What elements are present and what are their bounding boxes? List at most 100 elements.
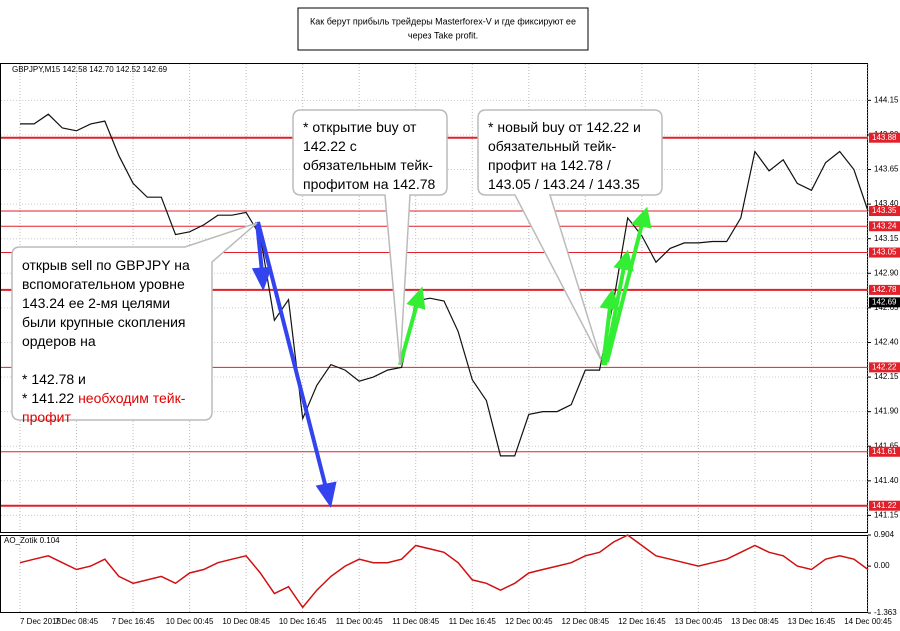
title-line: Как берут прибыль трейдеры Masterforex-V…: [310, 16, 576, 26]
x-tick-label: 10 Dec 08:45: [222, 617, 270, 626]
y-tick-label: 0.904: [874, 530, 895, 539]
callout-box: [477, 109, 663, 361]
annotation-line: * 141.22 необходим тейк-: [22, 390, 186, 406]
level-label: 143.88: [872, 133, 897, 142]
annotation-text: * открытие buy от: [303, 119, 417, 135]
indicator-title: AO_Zotik 0.104: [4, 536, 60, 545]
indicator-panel: [0, 535, 868, 613]
arrowhead: [613, 249, 634, 272]
annotation-line: профит: [22, 409, 71, 425]
annotation-text: обязательный тейк-: [488, 138, 617, 154]
level-label: 143.05: [872, 248, 897, 257]
annotation-line: 142.22 с: [303, 138, 357, 154]
y-tick-label: 143.40: [874, 199, 899, 208]
level-label-bg: [869, 362, 900, 373]
level-label-bg: [869, 247, 900, 258]
annotation-text: 143.24 ее 2-мя целями: [22, 295, 170, 311]
annotation-text: открыв sell по GBPJPY на: [22, 257, 190, 273]
arrowhead: [315, 481, 337, 508]
level-label: 142.78: [872, 285, 897, 294]
data-line: [20, 113, 869, 457]
level-label: 143.24: [872, 221, 897, 230]
y-tick-label: 141.15: [874, 511, 899, 520]
x-tick-label: 10 Dec 00:45: [166, 617, 214, 626]
annotation-line: вспомогательном уровне: [22, 276, 185, 292]
symbol-info: GBPJPY,M15 142.58 142.70 142.52 142.69: [12, 65, 168, 74]
annotation-text: * новый buy от 142.22 и: [488, 119, 641, 135]
level-label-bg: [869, 500, 900, 511]
annotation-text: профитом на 142.78: [303, 176, 435, 192]
data-line: [19, 534, 869, 609]
level-label: 141.61: [872, 447, 897, 456]
arrowhead: [631, 206, 652, 229]
annotation-line: * 142.78 и: [22, 371, 86, 387]
x-tick-label: 11 Dec 08:45: [392, 617, 440, 626]
level-label-bg: [869, 446, 900, 457]
arrow: [398, 303, 419, 366]
level-label-bg: [869, 132, 900, 143]
callout-box: [11, 222, 258, 421]
annotation-text: 142.22 с: [303, 138, 357, 154]
level-label-bg: [869, 206, 900, 217]
y-tick-label: 142.65: [874, 303, 899, 312]
annotation-line: ордеров на: [22, 333, 96, 349]
level-label: 143.35: [872, 206, 897, 215]
annotation-line: 143.05 / 143.24 / 143.35: [488, 176, 640, 192]
y-tick-label: 143.15: [874, 234, 899, 243]
y-tick-label: 143.65: [874, 165, 899, 174]
y-tick-label: 142.90: [874, 268, 899, 277]
annotation-line: обязательный тейк-: [488, 138, 617, 154]
y-tick-label: -1.363: [874, 608, 897, 617]
level-label-bg: [869, 284, 900, 295]
x-tick-label: 13 Dec 08:45: [731, 617, 779, 626]
annotation-text: 143.05 / 143.24 / 143.35: [488, 176, 640, 192]
last-price-bg: [869, 297, 900, 308]
y-tick-label: 141.90: [874, 407, 899, 416]
annotation-line: профит на 142.78 /: [488, 157, 611, 173]
y-tick-label: 144.15: [874, 95, 899, 104]
arrowhead: [406, 286, 426, 310]
x-tick-label: 11 Dec 00:45: [336, 617, 384, 626]
arrow: [601, 306, 612, 366]
y-tick-label: 141.40: [874, 476, 899, 485]
annotation-line: были крупные скопления: [22, 314, 186, 330]
y-tick-label: 141.65: [874, 441, 899, 450]
arrow: [605, 223, 644, 363]
y-tick-label: 0.00: [874, 561, 890, 570]
x-tick-label: 14 Dec 00:45: [844, 617, 892, 626]
annotation-text: обязательным тейк-: [303, 157, 433, 173]
callouts: [11, 109, 663, 421]
level-label: 142.22: [872, 362, 897, 371]
x-tick-label: 12 Dec 08:45: [562, 617, 610, 626]
level-label-bg: [869, 221, 900, 232]
annotation-line: * новый buy от 142.22 и: [488, 119, 641, 135]
callout-box: [292, 109, 448, 366]
arrow: [603, 266, 626, 366]
annotation-text: профит на 142.78 /: [488, 157, 611, 173]
x-tick-label: 7 Dec 2018: [20, 617, 61, 626]
last-price: 142.69: [872, 297, 897, 306]
annotation-text: профит: [22, 409, 71, 425]
y-tick-label: 142.40: [874, 338, 899, 347]
annotation-text: ордеров на: [22, 333, 96, 349]
annotation-line: 143.24 ее 2-мя целями: [22, 295, 170, 311]
drawings: [251, 206, 652, 508]
x-tick-label: 7 Dec 08:45: [55, 617, 99, 626]
x-tick-label: 11 Dec 16:45: [449, 617, 497, 626]
x-tick-label: 10 Dec 16:45: [279, 617, 327, 626]
annotation-text: вспомогательном уровне: [22, 276, 185, 292]
annotation-text: * 142.78 и: [22, 371, 86, 387]
x-tick-label: 13 Dec 16:45: [788, 617, 836, 626]
arrowhead: [251, 266, 272, 292]
title-box: [297, 7, 589, 51]
annotation-line: обязательным тейк-: [303, 157, 433, 173]
annotation-line: открыв sell по GBPJPY на: [22, 257, 190, 273]
annotation-text: необходим тейк-: [78, 390, 186, 406]
x-tick-label: 7 Dec 16:45: [111, 617, 155, 626]
y-tick-label: 142.15: [874, 372, 899, 381]
arrow: [256, 221, 328, 489]
x-tick-label: 12 Dec 16:45: [618, 617, 666, 626]
x-tick-label: 12 Dec 00:45: [505, 617, 553, 626]
level-label: 141.22: [872, 501, 897, 510]
